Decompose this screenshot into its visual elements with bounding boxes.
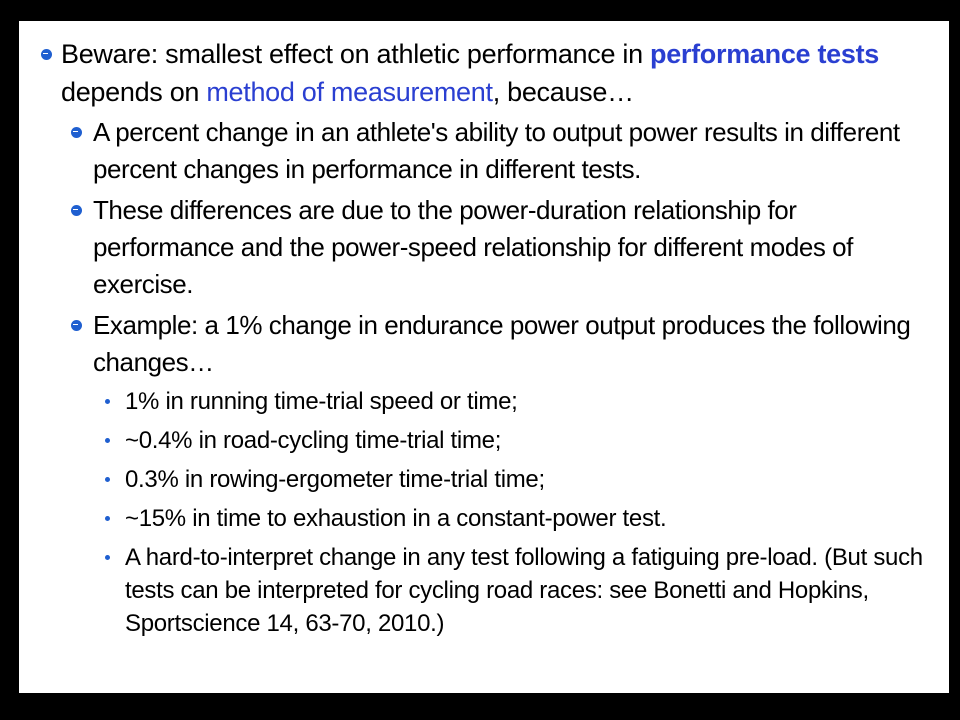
change-item: ~15% in time to exhaustion in a constant…: [33, 502, 939, 536]
slide: Beware: smallest effect on athletic perf…: [19, 21, 949, 693]
change-text: 1% in running time-trial speed or time;: [125, 388, 518, 415]
circle-bullet-icon: [41, 49, 52, 60]
change-item: 1% in running time-trial speed or time;: [33, 385, 939, 419]
change-item: A hard-to-interpret change in any test f…: [33, 541, 939, 640]
dot-bullet-icon: [105, 399, 110, 404]
dot-bullet-icon: [105, 555, 110, 560]
change-item: ~0.4% in road-cycling time-trial time;: [33, 424, 939, 458]
point-item: Example: a 1% change in endurance power …: [33, 307, 939, 381]
point-item: A percent change in an athlete's ability…: [33, 114, 939, 188]
change-text: 0.3% in rowing-ergometer time-trial time…: [125, 466, 545, 493]
circle-bullet-icon: [71, 127, 82, 138]
intro-text-1: Beware: smallest effect on athletic perf…: [61, 39, 650, 69]
dot-bullet-icon: [105, 477, 110, 482]
point-text: Example: a 1% change in endurance power …: [93, 310, 911, 377]
intro-highlight-performance-tests: performance tests: [650, 39, 879, 69]
change-item: 0.3% in rowing-ergometer time-trial time…: [33, 463, 939, 497]
point-text: A percent change in an athlete's ability…: [93, 117, 900, 184]
dot-bullet-icon: [105, 516, 110, 521]
intro-bullet: Beware: smallest effect on athletic perf…: [33, 35, 939, 111]
circle-bullet-icon: [71, 320, 82, 331]
circle-bullet-icon: [71, 205, 82, 216]
point-item: These differences are due to the power-d…: [33, 192, 939, 303]
dot-bullet-icon: [105, 438, 110, 443]
intro-text-3: , because…: [492, 77, 634, 107]
change-text: A hard-to-interpret change in any test f…: [125, 544, 923, 637]
change-text: ~15% in time to exhaustion in a constant…: [125, 505, 667, 532]
intro-text-2: depends on: [61, 77, 207, 107]
change-text: ~0.4% in road-cycling time-trial time;: [125, 427, 502, 454]
intro-highlight-method: method of measurement: [206, 77, 493, 107]
point-text: These differences are due to the power-d…: [93, 195, 853, 299]
